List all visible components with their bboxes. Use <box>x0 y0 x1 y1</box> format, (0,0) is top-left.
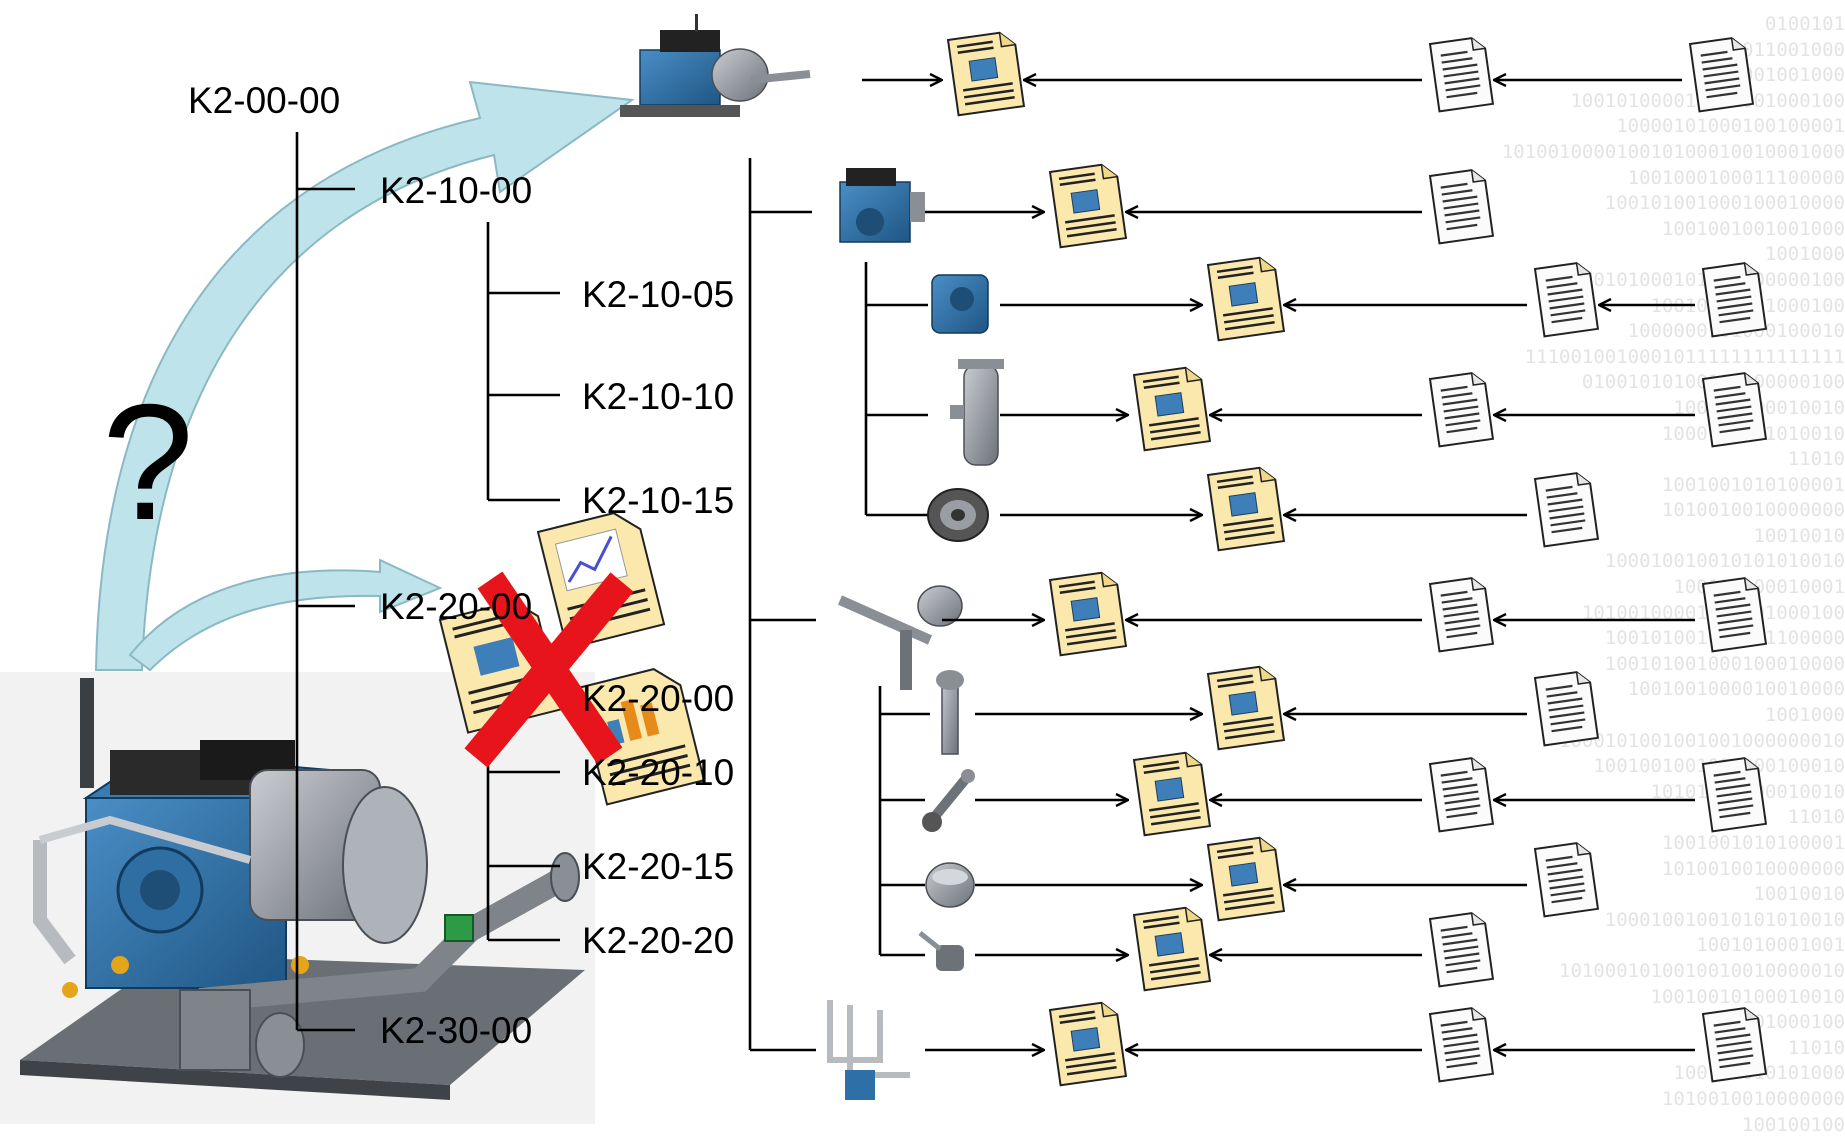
cad-document-icon <box>1206 464 1286 552</box>
binary-line: 1001000100011100000 <box>1627 166 1845 189</box>
valve-small-icon <box>918 931 964 971</box>
text-document-icon <box>1701 1005 1768 1083</box>
text-document-icon <box>1533 840 1600 918</box>
binary-line: 100101001000100010000 <box>1604 192 1845 215</box>
text-document-icon <box>1701 370 1768 448</box>
text-document-icon <box>1701 755 1768 833</box>
cad-document-icon <box>1132 904 1212 992</box>
binary-line: 10010010 <box>1753 883 1845 906</box>
binary-line: 100010010010101010010 <box>1604 550 1845 573</box>
text-document-icon <box>1428 370 1495 448</box>
tree-node-k2-20-00-sub: K2-20-00 <box>582 678 735 719</box>
binary-line: 1001001000010010000 <box>1627 678 1845 701</box>
engine-block-icon <box>839 168 925 243</box>
binary-line: 100101001000100010000 <box>1604 652 1845 675</box>
crossed-documents-group <box>438 512 706 806</box>
binary-line: 1001001010100001 <box>1661 473 1845 496</box>
cylinder-head-icon <box>931 274 989 334</box>
document-rows <box>620 14 1768 1100</box>
binary-line: 1000101001001001000000010 <box>1559 729 1845 752</box>
tree-node-k2-10-05: K2-10-05 <box>582 274 735 315</box>
binary-line: 1001000 <box>1764 704 1845 727</box>
binary-line: 0100101 <box>1764 13 1845 35</box>
cad-document-icon <box>1048 569 1128 657</box>
binary-line: 1001010001001 <box>1696 934 1845 957</box>
big-curved-arrow <box>94 80 635 671</box>
tree-node-k2-10-15: K2-10-15 <box>582 480 735 521</box>
cad-document-icon <box>1206 254 1286 342</box>
text-document-icon <box>1533 470 1600 548</box>
document-tree-lines <box>748 158 930 1052</box>
crankshaft-assembly-icon <box>837 585 963 690</box>
tree-root-label: K2-00-00 <box>188 80 341 121</box>
text-document-icon <box>1701 260 1768 338</box>
red-cross-icon <box>464 571 634 768</box>
text-document-icon <box>1533 669 1600 747</box>
binary-line: 1001000 <box>1764 243 1845 266</box>
text-document-icon <box>1428 35 1495 113</box>
cad-document-icon <box>1048 161 1128 249</box>
binary-line: 101001000010010100010010001000 <box>1501 140 1845 163</box>
cad-document-icon <box>1132 749 1212 837</box>
text-document-icon <box>1533 260 1600 338</box>
connecting-rod-icon <box>922 769 975 832</box>
text-document-icon <box>1428 167 1495 245</box>
compressor-unit-icon <box>620 14 811 117</box>
text-document-icon <box>1428 910 1495 988</box>
cad-document-icon <box>1048 999 1128 1087</box>
tree-node-k2-20-20: K2-20-20 <box>582 920 735 961</box>
binary-line: 1010010010000000 <box>1661 857 1845 880</box>
binary-line: 1010010010000000 <box>1661 499 1845 522</box>
binary-line: 1010010010000000 <box>1661 1087 1845 1110</box>
piston-icon <box>925 862 975 908</box>
text-document-icon <box>1428 755 1495 833</box>
binary-line: 11010 <box>1787 448 1845 471</box>
cad-document-icon <box>946 29 1026 117</box>
structure-tree-lines <box>295 132 560 1032</box>
binary-line: 1010001010010010010000010 <box>1559 959 1845 982</box>
cad-document-icon <box>1206 834 1286 922</box>
bar-chart-document-icon <box>576 668 706 806</box>
tree-node-k2-20-10: K2-20-10 <box>582 752 735 793</box>
tree-node-k2-20-15: K2-20-15 <box>582 846 735 887</box>
cad-document-icon <box>1206 663 1286 751</box>
text-document-icon <box>1428 575 1495 653</box>
binary-line: 1001001010100001 <box>1661 832 1845 854</box>
filter-housing-icon <box>950 359 1004 466</box>
question-mark: ? <box>102 370 194 554</box>
tree-node-k2-10-10: K2-10-10 <box>582 376 735 417</box>
text-document-icon <box>1688 35 1755 113</box>
crank-part-icon <box>936 670 964 755</box>
cad-document-icon <box>1132 364 1212 452</box>
binary-line: 10010010100010010 <box>1650 985 1845 1008</box>
binary-line: 10011001000 <box>1719 38 1845 61</box>
binary-line: 11010 <box>1787 1036 1845 1059</box>
pipework-icon <box>827 1000 910 1100</box>
binary-line: 10010010 <box>1753 524 1845 547</box>
tree-node-k2-10-00: K2-10-00 <box>380 170 533 211</box>
binary-line: 1001001001001000 <box>1661 217 1845 240</box>
small-curved-arrow <box>128 558 443 672</box>
binary-line: 10000101000100100001 <box>1616 115 1845 138</box>
text-document-icon <box>1428 1005 1495 1083</box>
text-document-icon <box>1701 575 1768 653</box>
pulley-wheel-icon <box>927 488 989 542</box>
tree-node-k2-30-00: K2-30-00 <box>380 1010 533 1051</box>
binary-line: 11010 <box>1787 806 1845 829</box>
binary-line: 1110010010001011111111111111 <box>1524 345 1845 368</box>
binary-line: 100010010010101010010 <box>1604 908 1845 931</box>
tree-node-k2-20-00: K2-20-00 <box>380 586 533 627</box>
